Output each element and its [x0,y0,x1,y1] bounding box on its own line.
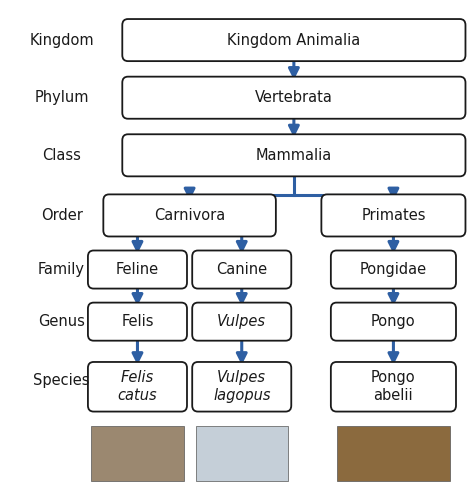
Text: Pongo: Pongo [371,314,416,329]
FancyBboxPatch shape [331,303,456,341]
FancyBboxPatch shape [88,362,187,412]
FancyBboxPatch shape [337,426,450,481]
FancyBboxPatch shape [192,250,291,289]
FancyBboxPatch shape [122,19,465,61]
Text: Phylum: Phylum [35,90,89,105]
Text: Primates: Primates [361,208,426,223]
Text: Order: Order [41,208,82,223]
Text: Vertebrata: Vertebrata [255,90,333,105]
Text: Pongidae: Pongidae [360,262,427,277]
Text: Kingdom: Kingdom [29,33,94,48]
Text: Canine: Canine [216,262,267,277]
Text: Feline: Feline [116,262,159,277]
FancyBboxPatch shape [88,250,187,289]
Text: Class: Class [42,148,81,163]
FancyBboxPatch shape [122,77,465,119]
FancyBboxPatch shape [91,426,183,481]
FancyBboxPatch shape [331,250,456,289]
Text: Kingdom Animalia: Kingdom Animalia [227,33,361,48]
FancyBboxPatch shape [195,426,288,481]
FancyBboxPatch shape [331,362,456,412]
FancyBboxPatch shape [122,134,465,176]
Text: Carnivora: Carnivora [154,208,225,223]
Text: Vulpes: Vulpes [217,314,266,329]
FancyBboxPatch shape [192,303,291,341]
Text: Felis: Felis [121,314,154,329]
Text: Pongo
abelii: Pongo abelii [371,370,416,403]
Text: Genus: Genus [38,314,85,329]
Text: Family: Family [38,262,85,277]
FancyBboxPatch shape [88,303,187,341]
Text: Vulpes
lagopus: Vulpes lagopus [213,370,271,403]
Text: Felis
catus: Felis catus [118,370,157,403]
Text: Species: Species [33,373,90,388]
FancyBboxPatch shape [192,362,291,412]
FancyBboxPatch shape [103,194,276,236]
Text: Mammalia: Mammalia [256,148,332,163]
FancyBboxPatch shape [321,194,465,236]
